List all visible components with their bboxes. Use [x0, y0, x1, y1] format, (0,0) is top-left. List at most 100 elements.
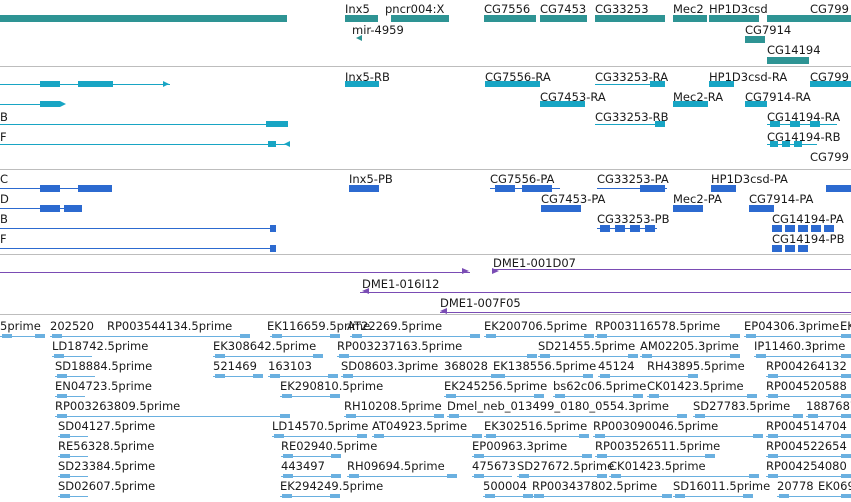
feature-label[interactable]: CG33253-RA — [595, 70, 669, 84]
exon-block[interactable] — [268, 141, 276, 147]
est-block[interactable] — [215, 374, 225, 378]
est-block[interactable] — [841, 494, 851, 498]
est-block[interactable] — [495, 374, 505, 378]
est-block[interactable] — [253, 374, 263, 378]
feature-label[interactable]: EK200706.5prime — [484, 319, 588, 333]
est-block[interactable] — [523, 494, 533, 498]
gene-block[interactable] — [540, 15, 587, 22]
feature-block[interactable] — [826, 185, 851, 192]
est-block[interactable] — [584, 334, 594, 338]
feature-block[interactable] — [798, 225, 808, 232]
est-block[interactable] — [52, 334, 62, 338]
feature-label[interactable]: HP1D3csd-PA — [711, 172, 788, 186]
est-block[interactable] — [649, 394, 659, 398]
est-block[interactable] — [705, 454, 715, 458]
feature-block[interactable] — [772, 225, 782, 232]
est-block[interactable] — [60, 494, 70, 498]
feature-label[interactable]: RP003116578.5prime — [595, 319, 721, 333]
feature-label[interactable]: Mec2 — [673, 2, 704, 16]
feature-block[interactable] — [640, 185, 665, 192]
est-block[interactable] — [747, 394, 757, 398]
gene-block[interactable] — [345, 15, 378, 22]
feature-label[interactable]: CG799 — [810, 2, 849, 16]
feature-label[interactable]: D — [0, 192, 9, 206]
est-block[interactable] — [470, 334, 480, 338]
feature-label[interactable]: DME1-001D07 — [493, 256, 576, 270]
feature-block[interactable] — [645, 225, 655, 232]
exon-block[interactable] — [40, 101, 60, 107]
est-block[interactable] — [434, 414, 444, 418]
feature-label[interactable]: CG7914-PA — [749, 192, 814, 206]
feature-block[interactable] — [615, 225, 625, 232]
est-block[interactable] — [449, 414, 459, 418]
est-block[interactable] — [57, 374, 67, 378]
feature-label[interactable]: CG7453-PA — [541, 192, 606, 206]
est-block[interactable] — [472, 434, 482, 438]
feature-label[interactable]: SD02607.5prime — [58, 479, 156, 493]
est-block[interactable] — [215, 354, 225, 358]
feature-block[interactable] — [40, 205, 60, 212]
est-block[interactable] — [374, 434, 384, 438]
est-block[interactable] — [793, 414, 803, 418]
est-block[interactable] — [474, 474, 484, 478]
feature-label[interactable]: LD14570.5prime — [272, 419, 369, 433]
est-block[interactable] — [527, 354, 537, 358]
feature-label[interactable]: 368028 — [444, 359, 488, 373]
feature-block[interactable] — [270, 225, 276, 232]
est-block[interactable] — [841, 414, 851, 418]
feature-label[interactable]: mir-4959 — [352, 23, 404, 37]
feature-label[interactable]: CG7556-RA — [485, 70, 551, 84]
est-block[interactable] — [282, 494, 292, 498]
feature-label[interactable]: CG7914-RA — [745, 90, 811, 104]
est-block[interactable] — [2, 334, 12, 338]
feature-block[interactable] — [711, 185, 736, 192]
feature-label[interactable]: B — [0, 212, 8, 226]
feature-label[interactable]: bs62c06.5prime — [553, 379, 647, 393]
est-block[interactable] — [486, 434, 496, 438]
feature-block[interactable] — [790, 121, 800, 127]
est-block[interactable] — [768, 454, 778, 458]
est-block[interactable] — [768, 434, 778, 438]
est-block[interactable] — [486, 334, 496, 338]
feature-label[interactable]: Mec2-RA — [673, 90, 724, 104]
feature-label[interactable]: RP004514704 — [766, 419, 847, 433]
feature-block[interactable] — [770, 141, 778, 147]
est-block[interactable] — [628, 354, 638, 358]
feature-label[interactable]: Inx5-RB — [345, 70, 390, 84]
est-block[interactable] — [519, 474, 529, 478]
feature-block[interactable] — [485, 81, 540, 87]
gene-block[interactable] — [391, 15, 449, 22]
est-block[interactable] — [540, 354, 550, 358]
feature-label[interactable]: 475673 — [472, 459, 516, 473]
feature-label[interactable]: SD21455.5prime — [538, 339, 636, 353]
feature-label[interactable]: CG7556-PA — [490, 172, 555, 186]
gene-block[interactable] — [767, 15, 851, 22]
feature-label[interactable]: EK138556.5prime — [493, 359, 597, 373]
est-block[interactable] — [60, 474, 70, 478]
feature-label[interactable]: EN04723.5prime — [55, 379, 152, 393]
feature-block[interactable] — [522, 185, 552, 192]
feature-label[interactable]: HP1D3csd-RA — [709, 70, 788, 84]
feature-label[interactable]: Inx5 — [345, 2, 370, 16]
feature-block[interactable] — [64, 205, 82, 212]
feature-label[interactable]: 5prime — [0, 319, 41, 333]
feature-label[interactable]: EP04306.3prime — [744, 319, 840, 333]
feature-label[interactable]: RH10208.5prime — [344, 399, 442, 413]
feature-label[interactable]: CG7453-RA — [540, 90, 606, 104]
feature-label[interactable]: 443497 — [281, 459, 325, 473]
feature-label[interactable]: RE56328.5prime — [58, 439, 155, 453]
feature-label[interactable]: DME1-007F05 — [440, 296, 521, 310]
est-block[interactable] — [768, 394, 778, 398]
est-block[interactable] — [330, 334, 340, 338]
feature-label[interactable]: AM02205.3prime — [640, 339, 739, 353]
feature-label[interactable]: CG7556 — [484, 2, 531, 16]
est-block[interactable] — [597, 454, 607, 458]
est-block[interactable] — [841, 374, 851, 378]
feature-label[interactable]: EP00963.3prime — [472, 439, 568, 453]
feature-label[interactable]: CK01423.5prime — [647, 379, 744, 393]
gene-block[interactable] — [484, 15, 536, 22]
feature-label[interactable]: EK294249.5prime — [280, 479, 384, 493]
feature-block[interactable] — [650, 81, 665, 87]
est-block[interactable] — [749, 474, 759, 478]
feature-label[interactable]: CG7453 — [540, 2, 587, 16]
